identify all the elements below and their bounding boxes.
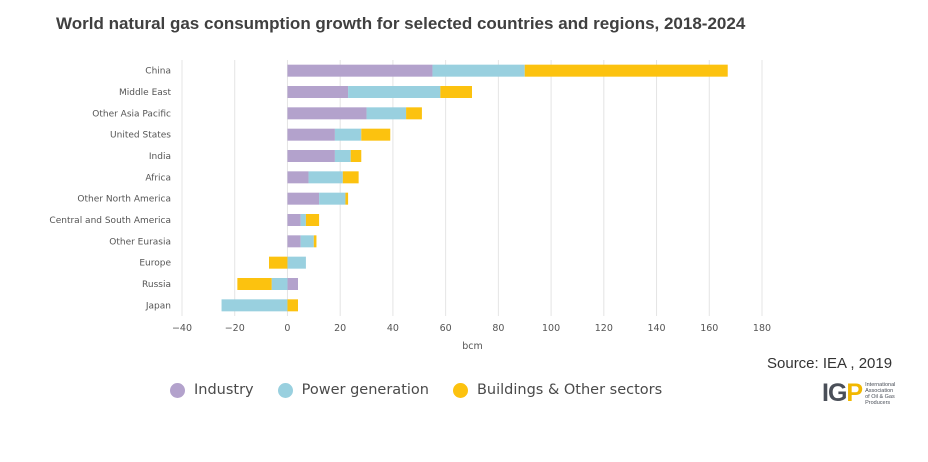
x-tick-label: 180: [753, 323, 771, 334]
x-tick-label: −40: [172, 323, 192, 334]
bar-segment: [308, 171, 343, 184]
category-label: Central and South America: [49, 216, 171, 226]
bar-segment: [287, 86, 349, 98]
bar-segment: [319, 192, 346, 205]
x-tick-label: 20: [334, 323, 346, 334]
bar-segment: [334, 128, 362, 141]
legend-item-power-generation: Power generation: [277, 382, 429, 398]
x-tick-label: 0: [284, 323, 290, 334]
bar-segment: [432, 64, 525, 77]
bar-segment: [524, 64, 728, 77]
bar-segment: [348, 86, 441, 98]
bar-segment: [287, 150, 335, 162]
bar-segment: [350, 150, 362, 162]
bars: [221, 64, 728, 312]
bar-segment: [300, 214, 306, 226]
bar-segment: [269, 256, 288, 269]
category-label: Other North America: [77, 195, 171, 205]
x-tick-label: −20: [225, 323, 245, 334]
category-label: China: [145, 67, 171, 77]
x-tick-labels: −40 −20 0 20 40 60 80 100 120 140 160 180: [172, 323, 771, 334]
legend: Industry Power generation Buildings & Ot…: [170, 382, 686, 398]
logo-text-line: Producers: [865, 399, 891, 406]
x-tick-label: 40: [387, 323, 399, 334]
bar-segment: [406, 107, 422, 120]
source-note: Source: IEA , 2019: [767, 355, 893, 372]
logo-text: International Association of Oil & Gas P…: [865, 382, 905, 406]
bar-segment: [287, 278, 298, 290]
category-label: India: [149, 152, 171, 162]
bar-segment: [287, 235, 301, 248]
bar-segment: [440, 86, 472, 98]
legend-label-power-generation: Power generation: [301, 382, 429, 398]
gridlines: [181, 60, 763, 316]
logo-text-line: International: [865, 381, 896, 388]
bar-segment: [361, 128, 391, 141]
legend-swatch-industry: [170, 382, 185, 398]
x-tick-label: 140: [647, 323, 665, 334]
bar-segment: [287, 299, 298, 312]
chart-title: World natural gas consumption growth for…: [56, 14, 746, 33]
category-label: Africa: [145, 173, 171, 183]
legend-swatch-buildings: [452, 382, 468, 398]
category-label: Other Asia Pacific: [92, 109, 171, 119]
category-label: Middle East: [119, 88, 171, 98]
bar-segment: [221, 299, 288, 312]
category-label: Other Eurasia: [109, 237, 171, 247]
x-tick-label: 60: [440, 323, 452, 334]
iogp-logo: IGP International Association of Oil & G…: [822, 381, 905, 406]
bar-segment: [287, 256, 306, 269]
x-tick-label: 120: [595, 323, 613, 334]
bar-segment: [287, 192, 320, 205]
bar-segment: [313, 235, 317, 248]
logo-mark: IGP: [822, 379, 863, 407]
bar-segment: [287, 107, 367, 120]
legend-label-industry: Industry: [194, 382, 254, 398]
x-tick-label: 80: [492, 323, 504, 334]
category-label: Japan: [145, 301, 171, 311]
bar-segment: [305, 214, 320, 226]
legend-swatch-power-generation: [277, 382, 293, 398]
category-label: United States: [110, 131, 171, 141]
bar-segment: [366, 107, 407, 120]
logo-text-line: Association: [865, 387, 894, 394]
bar-segment: [342, 171, 359, 184]
category-label: Europe: [139, 259, 171, 269]
legend-item-buildings: Buildings & Other sectors: [452, 382, 663, 398]
bar-segment: [287, 214, 301, 226]
x-tick-label: 160: [700, 323, 718, 334]
bar-segment: [271, 278, 288, 290]
logo-mark-left: IG: [822, 379, 847, 407]
category-label: Russia: [142, 280, 171, 290]
bar-segment: [237, 278, 272, 290]
legend-label-buildings: Buildings & Other sectors: [476, 382, 663, 398]
bar-segment: [300, 235, 314, 248]
x-tick-label: 100: [542, 323, 560, 334]
logo-mark-right: P: [846, 379, 863, 407]
bar-segment: [334, 150, 351, 162]
bar-segment: [287, 64, 433, 77]
legend-item-industry: Industry: [170, 382, 254, 398]
category-labels: China Middle East Other Asia Pacific United…: [49, 67, 171, 312]
x-axis-label: bcm: [462, 341, 483, 352]
bar-segment: [345, 192, 349, 205]
logo-text-line: of Oil & Gas: [865, 393, 895, 400]
bar-segment: [287, 171, 309, 184]
bar-segment: [287, 128, 335, 141]
